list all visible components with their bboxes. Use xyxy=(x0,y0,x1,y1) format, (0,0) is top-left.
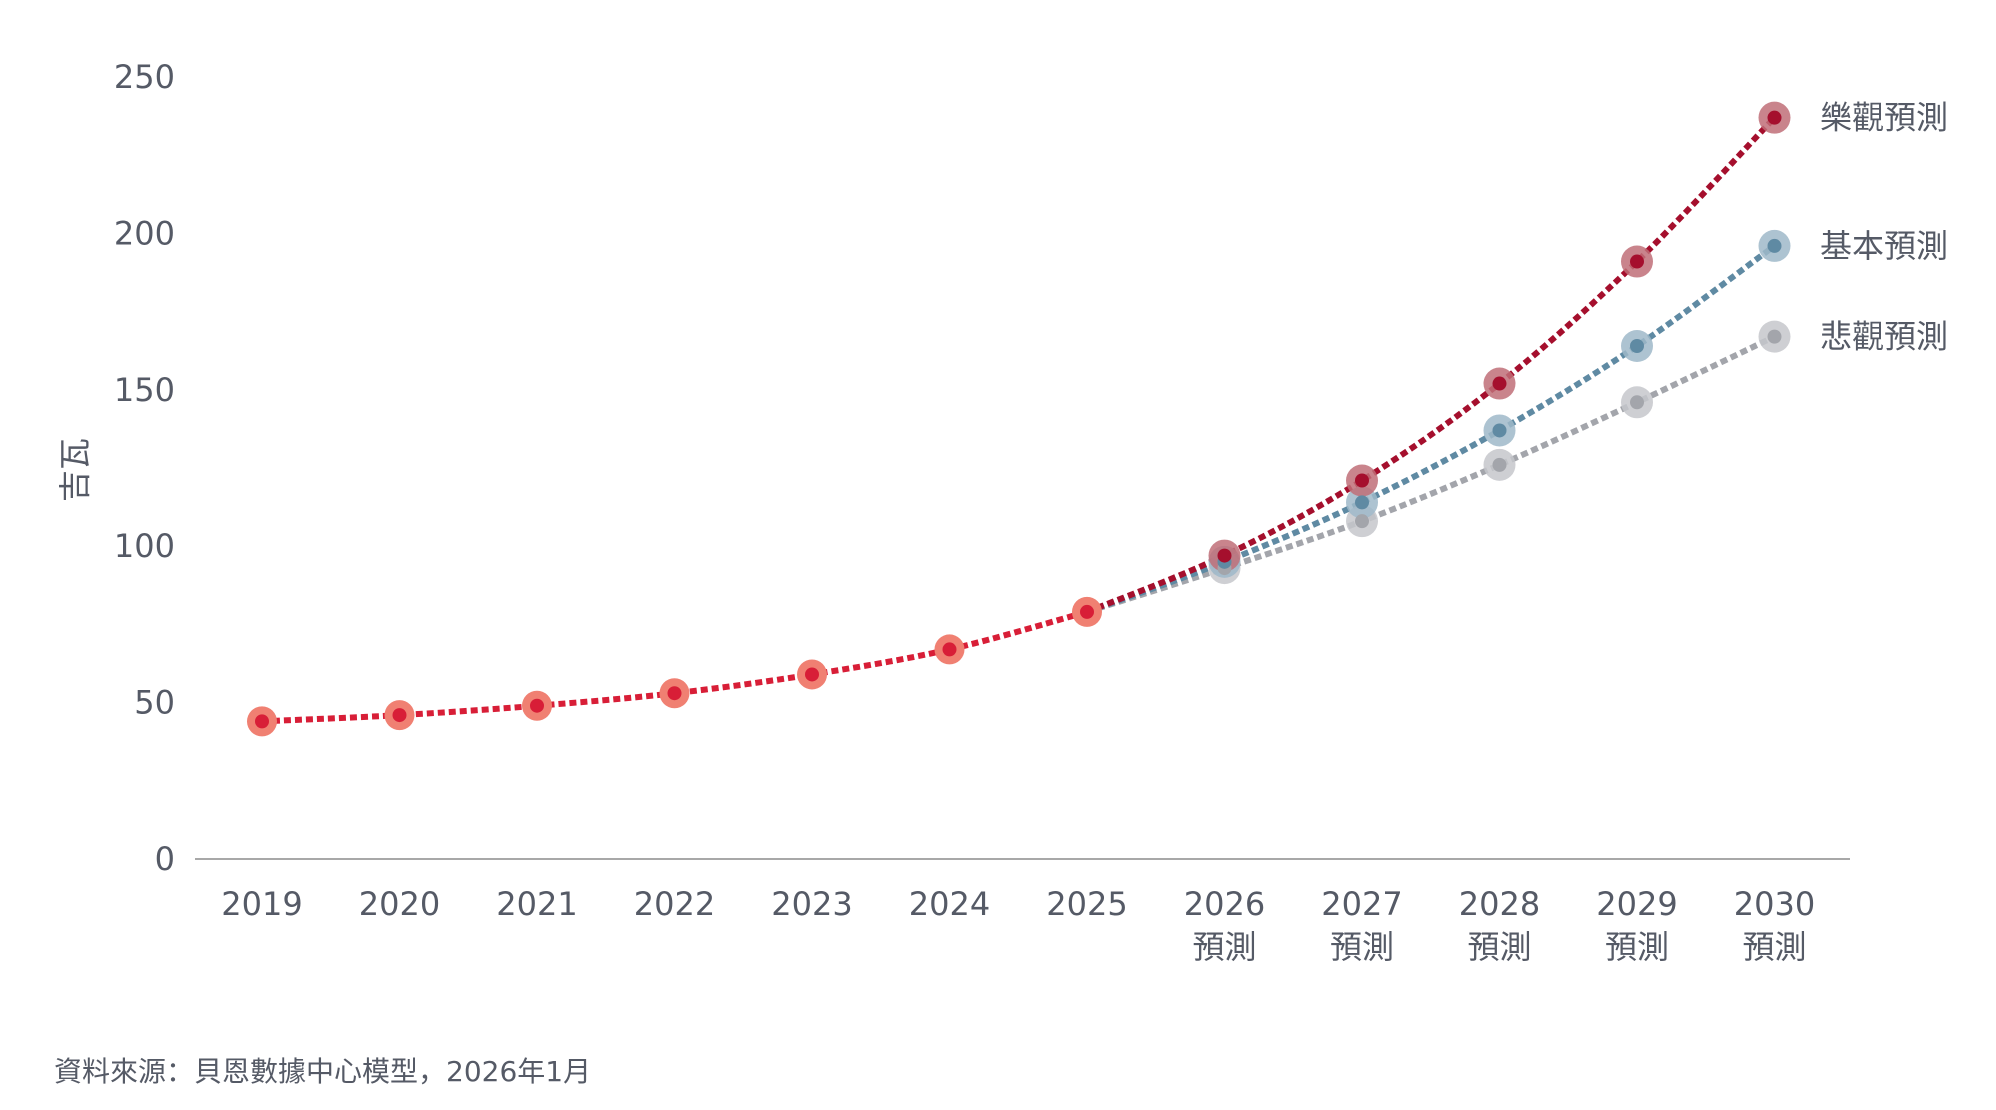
y-tick-label: 150 xyxy=(114,371,175,409)
historical-point xyxy=(255,714,269,729)
forecast-line-3 xyxy=(1085,115,1777,615)
x-tick-label: 2029 xyxy=(1596,885,1677,923)
forecast-point xyxy=(1355,473,1369,488)
y-tick-label: 100 xyxy=(114,527,175,565)
y-axis-ticks: 0 50 100 150 200 250 xyxy=(114,58,175,878)
forecast-point xyxy=(1492,423,1507,438)
x-tick-label: 2027 xyxy=(1321,885,1402,923)
series-lines xyxy=(261,115,1777,725)
x-tick-label: 2030 xyxy=(1734,885,1815,923)
x-tick-label: 2028 xyxy=(1459,885,1540,923)
series-label-1: 悲觀預測 xyxy=(1820,318,1948,356)
x-tick-label: 2022 xyxy=(634,885,715,923)
forecast-point xyxy=(1492,457,1507,472)
x-tick-label: 2024 xyxy=(909,885,990,923)
x-tick-sublabel: 預測 xyxy=(1467,928,1531,966)
x-tick-label: 2021 xyxy=(496,885,577,923)
y-axis-title: 吉瓦 xyxy=(56,438,94,502)
x-axis-ticks: 2019 2020 2021 2022 2023 2024 2025 2026 預測 2027 預測… xyxy=(221,885,1815,966)
y-tick-label: 200 xyxy=(114,214,175,252)
historical-point xyxy=(942,642,957,657)
series-label-2: 基本預測 xyxy=(1820,227,1948,265)
series-label-3: 樂觀預測 xyxy=(1820,99,1948,137)
x-tick-sublabel: 預測 xyxy=(1742,928,1806,966)
forecast-point xyxy=(1767,238,1782,253)
forecast-point xyxy=(1630,395,1644,410)
y-tick-label: 250 xyxy=(114,58,175,96)
x-tick-sublabel: 預測 xyxy=(1330,928,1394,966)
x-tick-sublabel: 預測 xyxy=(1605,928,1669,966)
forecast-point xyxy=(1217,548,1232,563)
x-tick-label: 2023 xyxy=(771,885,852,923)
y-axis-label: 吉瓦 xyxy=(56,438,94,502)
x-tick-label: 2025 xyxy=(1046,885,1127,923)
forecast-line-1 xyxy=(1086,333,1776,615)
historical-point xyxy=(667,686,682,701)
x-tick-label: 2019 xyxy=(221,885,302,923)
series-labels: 悲觀預測 基本預測 樂觀預測 xyxy=(1820,99,1948,356)
historical-point xyxy=(530,698,544,713)
x-tick-sublabel: 預測 xyxy=(1192,928,1256,966)
historical-point xyxy=(805,667,819,682)
forecast-line-2 xyxy=(1085,243,1777,615)
historical-point xyxy=(1080,604,1094,619)
series-points xyxy=(255,110,1782,729)
x-tick-label: 2026 xyxy=(1184,885,1265,923)
forecast-point xyxy=(1630,339,1644,354)
forecast-point xyxy=(1630,254,1644,269)
y-tick-label: 50 xyxy=(134,684,175,722)
series-halos xyxy=(247,101,1791,737)
historical-point xyxy=(392,708,407,723)
source-note: 資料來源：貝恩數據中心模型，2026年1月 xyxy=(54,1055,592,1088)
x-tick-label: 2020 xyxy=(359,885,440,923)
y-tick-label: 0 xyxy=(155,840,175,878)
forecast-point xyxy=(1355,495,1369,510)
forecast-point xyxy=(1767,329,1782,344)
forecast-point xyxy=(1492,376,1507,391)
forecast-point xyxy=(1355,514,1369,529)
forecast-point xyxy=(1767,110,1782,125)
